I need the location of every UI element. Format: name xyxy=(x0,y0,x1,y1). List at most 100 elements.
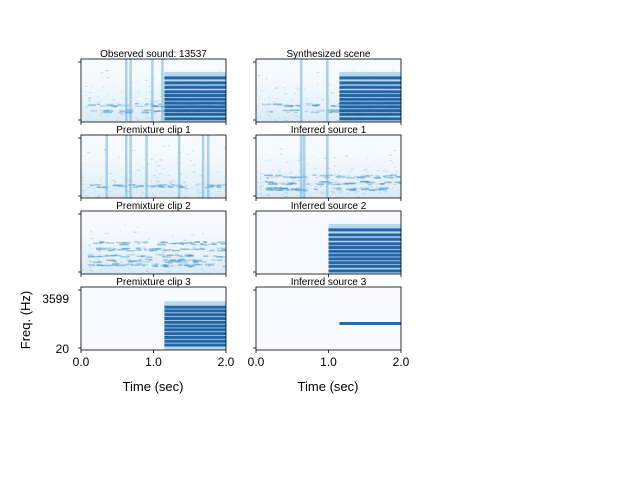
low-band-segment xyxy=(135,247,141,249)
low-band-segment xyxy=(98,247,104,249)
harmonic-band xyxy=(328,237,401,241)
low-band-segment xyxy=(163,249,167,251)
low-band-segment xyxy=(344,182,348,184)
low-band-segment xyxy=(264,180,268,183)
low-band-segment xyxy=(165,258,168,261)
harmonic-band xyxy=(164,305,226,309)
spectrogram-image xyxy=(256,59,401,122)
low-band-segment xyxy=(262,103,270,106)
low-band-segment xyxy=(179,255,184,258)
low-band-segment xyxy=(104,254,109,257)
low-band-segment xyxy=(294,189,304,191)
low-band-segment xyxy=(313,188,318,190)
harmonic-band xyxy=(164,85,226,89)
low-band-segment xyxy=(154,253,164,256)
low-band-segment xyxy=(117,249,127,251)
low-band-segment xyxy=(336,183,340,185)
low-band-segment xyxy=(147,249,152,251)
harmonic-band xyxy=(164,117,226,121)
low-band-segment xyxy=(96,264,104,266)
low-band-segment xyxy=(327,111,333,113)
low-band-segment xyxy=(114,254,119,256)
low-band-segment xyxy=(193,261,199,264)
low-band-segment xyxy=(136,255,144,257)
low-band-segment xyxy=(144,109,151,111)
low-band-segment xyxy=(152,265,158,267)
low-band-segment xyxy=(383,176,394,179)
low-band-segment xyxy=(132,260,141,262)
low-band-segment xyxy=(109,264,118,267)
spectrogram-image xyxy=(81,211,226,274)
transient-line xyxy=(326,59,329,122)
harmonic-band xyxy=(164,90,226,94)
harmonic-band xyxy=(164,309,226,313)
low-band-segment xyxy=(180,241,191,244)
low-band-segment xyxy=(380,183,385,185)
low-band-segment xyxy=(281,183,286,185)
low-band-segment xyxy=(195,248,205,250)
low-band-segment xyxy=(291,188,297,190)
low-band-segment xyxy=(88,256,94,258)
low-band-segment xyxy=(332,187,342,190)
harmonic-band xyxy=(328,264,401,268)
low-band-segment xyxy=(287,182,296,184)
low-band-segment xyxy=(375,175,380,177)
low-band-segment xyxy=(330,105,340,107)
low-band-segment xyxy=(124,112,132,114)
low-band-segment xyxy=(216,256,224,258)
low-band-segment xyxy=(319,175,328,177)
harmonic-band xyxy=(339,105,401,109)
low-band-segment xyxy=(290,182,294,184)
low-band-segment xyxy=(130,264,140,266)
low-band-segment xyxy=(330,111,335,113)
low-band-segment xyxy=(134,241,140,243)
low-band-segment xyxy=(113,184,121,187)
low-band-segment xyxy=(161,241,167,243)
low-band-segment xyxy=(140,241,149,243)
plot-background xyxy=(256,287,401,350)
harmonic-band xyxy=(164,112,226,116)
transient-line xyxy=(302,135,306,198)
low-band-segment xyxy=(152,248,158,250)
transient-line xyxy=(129,59,132,122)
low-band-segment xyxy=(353,175,358,178)
low-band-segment xyxy=(122,242,131,244)
low-band-segment xyxy=(141,110,149,112)
low-band-segment xyxy=(268,188,279,190)
low-band-segment xyxy=(177,259,186,261)
low-band-segment xyxy=(287,104,292,107)
low-band-segment xyxy=(267,187,273,189)
low-band-segment xyxy=(145,256,153,258)
low-band-segment xyxy=(156,248,162,250)
low-band-segment xyxy=(99,241,105,243)
low-band-segment xyxy=(203,241,207,243)
low-band-segment xyxy=(158,186,165,188)
low-band-segment xyxy=(209,249,215,252)
low-band-segment xyxy=(192,260,202,262)
low-band-segment xyxy=(158,254,165,257)
low-band-segment xyxy=(336,109,340,111)
low-band-segment xyxy=(88,103,97,106)
low-band-segment xyxy=(360,180,369,183)
low-band-segment xyxy=(167,185,171,187)
low-band-segment xyxy=(142,264,145,267)
low-band-segment xyxy=(92,242,103,245)
panel-title: Synthesized scene xyxy=(287,49,371,60)
spectrogram-image xyxy=(81,59,226,122)
x-axis-label-right: Time (sec) xyxy=(298,379,359,394)
spectrogram-panel: Inferred source 1 xyxy=(253,125,402,201)
low-band-segment xyxy=(92,255,102,258)
low-band-segment xyxy=(367,183,373,186)
transient-line xyxy=(177,135,181,198)
spectrogram-panel: Inferred source 3 0.0 1.0 2.0 xyxy=(248,277,410,369)
x-tick-label: 2.0 xyxy=(218,355,235,369)
low-band-segment xyxy=(176,254,183,257)
noise-floor xyxy=(81,211,226,274)
y-tick-label: 3599 xyxy=(42,292,69,306)
low-band-segment xyxy=(273,188,279,190)
low-band-segment xyxy=(181,186,187,189)
low-band-segment xyxy=(319,110,325,112)
low-band-segment xyxy=(264,174,273,177)
low-band-segment xyxy=(193,244,198,246)
harmonic-band xyxy=(339,101,401,105)
